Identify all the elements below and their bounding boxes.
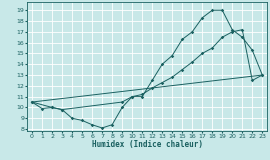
X-axis label: Humidex (Indice chaleur): Humidex (Indice chaleur) xyxy=(92,140,203,149)
